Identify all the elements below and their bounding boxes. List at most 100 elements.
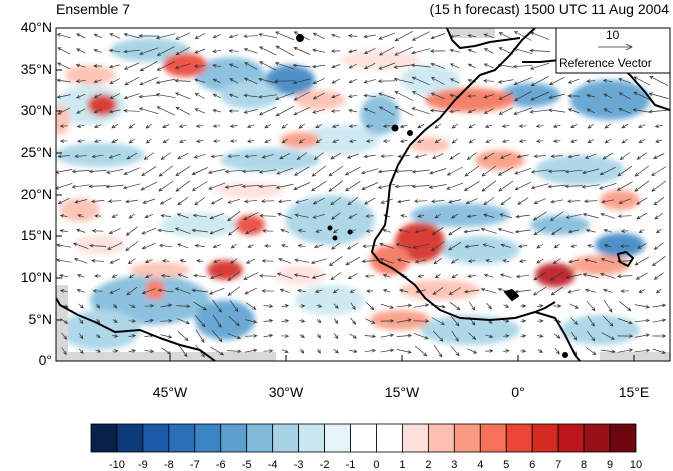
wind-vector — [175, 106, 191, 116]
wind-vector — [617, 318, 633, 325]
wind-vector — [56, 78, 71, 83]
wind-vector — [331, 94, 341, 99]
wind-vector — [394, 106, 414, 116]
wind-vector — [414, 229, 427, 234]
wind-vector — [227, 271, 241, 281]
wind-vector — [244, 228, 257, 234]
wind-vector — [530, 75, 549, 87]
wind-vector — [535, 124, 544, 128]
wind-vector — [348, 63, 357, 69]
wind-vector — [434, 213, 441, 219]
wind-vector — [382, 124, 391, 128]
wind-vector — [463, 181, 480, 192]
wind-vector — [160, 303, 173, 308]
wind-vector — [315, 124, 323, 128]
wind-vector — [138, 34, 159, 38]
wind-vector — [379, 257, 394, 264]
wind-vector — [328, 256, 343, 267]
wind-vector — [603, 228, 612, 233]
wind-vector — [621, 138, 628, 144]
wind-vector — [598, 182, 617, 190]
wind-vector — [600, 212, 616, 219]
wind-vector — [638, 289, 645, 293]
wind-vector — [76, 48, 86, 54]
wind-vector — [365, 318, 376, 324]
wind-vector — [467, 274, 476, 278]
wind-vector — [274, 62, 295, 70]
wind-vector — [599, 166, 616, 176]
wind-vector — [431, 317, 445, 325]
wind-vector — [112, 319, 118, 323]
wind-vector — [76, 108, 86, 114]
wind-vector — [275, 45, 294, 57]
wind-vector — [634, 304, 650, 309]
wind-vector — [413, 333, 429, 340]
wind-vector — [196, 139, 204, 143]
wind-vector — [429, 49, 446, 53]
wind-vector — [582, 273, 599, 279]
wind-vector — [652, 334, 667, 338]
lat-label-15n: 15°N — [20, 227, 52, 243]
wind-vector — [299, 304, 306, 308]
wind-vector — [346, 153, 359, 159]
wind-vector — [551, 227, 563, 236]
wind-vector — [537, 319, 544, 323]
lat-label-0: 0° — [38, 352, 52, 368]
wind-vector — [333, 348, 339, 354]
wind-vector — [157, 288, 174, 293]
wind-vector — [501, 124, 510, 128]
wind-vector — [93, 48, 102, 53]
wind-vector — [533, 226, 547, 236]
wind-vector — [57, 197, 70, 205]
wind-vector — [654, 212, 664, 220]
wind-vector — [565, 274, 582, 279]
wind-vector — [93, 64, 103, 68]
wind-vector — [60, 318, 69, 324]
reference-vector-magnitude: 10 — [606, 28, 620, 42]
lat-label-35n: 35°N — [20, 61, 52, 77]
wind-vector — [378, 106, 395, 116]
wind-vector — [638, 139, 646, 143]
wind-vector — [617, 165, 633, 177]
wind-vector — [450, 346, 460, 357]
wind-vector — [411, 31, 430, 41]
wind-vector — [246, 124, 255, 128]
wind-vector — [448, 199, 462, 204]
wind-vector — [312, 32, 325, 40]
wind-vector — [636, 152, 647, 160]
wind-vector — [243, 212, 259, 220]
wind-vector — [480, 227, 497, 234]
wind-vector — [378, 32, 396, 40]
wind-vector — [349, 349, 358, 354]
wind-vector — [399, 124, 408, 128]
wind-vector — [296, 152, 307, 160]
wind-vector — [160, 319, 173, 323]
wind-vector — [529, 109, 550, 114]
wind-vector — [513, 91, 532, 101]
wind-vector — [76, 139, 85, 143]
wind-vector — [212, 314, 222, 328]
wind-vector — [162, 124, 170, 128]
wind-vector — [449, 302, 461, 311]
wind-vector — [74, 199, 88, 204]
wind-vector — [229, 78, 239, 84]
wind-vector — [108, 199, 122, 204]
wind-vector — [174, 78, 191, 83]
wind-vector — [247, 244, 254, 248]
wind-vector — [584, 153, 597, 159]
wind-vector — [485, 349, 494, 353]
wind-vector — [299, 334, 306, 338]
wind-vector — [126, 286, 138, 296]
wind-vector — [616, 181, 633, 191]
wind-vector — [414, 199, 428, 204]
wind-vector — [380, 198, 393, 204]
colorbar-label: -7 — [189, 459, 200, 471]
wind-vector — [192, 213, 207, 218]
wind-vector — [533, 271, 547, 281]
wind-vector — [536, 258, 544, 264]
wind-vector — [108, 153, 121, 159]
wind-vector — [603, 108, 613, 114]
wind-vector — [278, 199, 292, 204]
wind-vector — [330, 49, 341, 53]
wind-vector — [517, 197, 529, 205]
